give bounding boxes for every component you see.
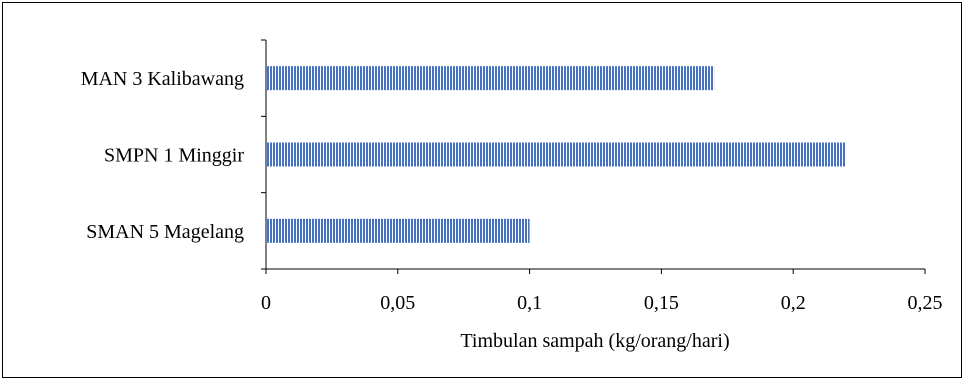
chart-frame	[2, 2, 962, 378]
x-tick-label: 0,05	[380, 292, 415, 314]
category-label: SMAN 5 Magelang	[86, 221, 244, 243]
x-tick-label: 0,15	[644, 292, 679, 314]
category-label: MAN 3 Kalibawang	[81, 68, 244, 90]
bar	[267, 66, 715, 91]
x-tick-label: 0,1	[517, 292, 542, 314]
x-axis-label: Timbulan sampah (kg/orang/hari)	[460, 330, 729, 352]
x-tick-label: 0,25	[908, 292, 943, 314]
x-tick-label: 0	[261, 292, 271, 314]
axes	[261, 39, 926, 274]
x-tick-label: 0,2	[781, 292, 806, 314]
bar	[267, 218, 530, 243]
bar	[267, 142, 846, 167]
labels: 0 0,05 0,1 0,15 0,2 0,25 MAN 3 Kalibawang SMPN …	[81, 68, 943, 314]
category-label: SMPN 1 Minggir	[104, 145, 244, 167]
bars	[267, 66, 846, 243]
